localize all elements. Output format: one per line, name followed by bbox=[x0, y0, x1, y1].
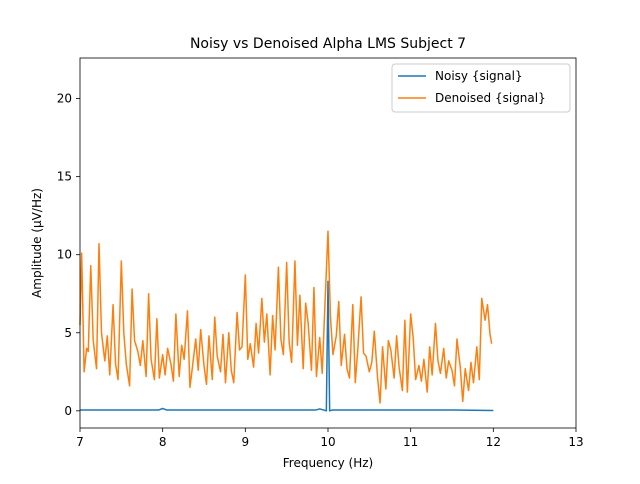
chart-title: Noisy vs Denoised Alpha LMS Subject 7 bbox=[190, 36, 466, 52]
legend: Noisy {signal} Denoised {signal} bbox=[391, 63, 571, 113]
legend-label-noisy: Noisy {signal} bbox=[435, 69, 523, 83]
legend-frame bbox=[391, 63, 571, 113]
y-tick-label: 10 bbox=[57, 248, 72, 262]
x-tick-label: 13 bbox=[568, 435, 583, 449]
series-line-denoised bbox=[79, 230, 493, 404]
series-layer bbox=[79, 230, 494, 412]
y-tick-label: 15 bbox=[57, 170, 72, 184]
y-axis-ticks: 0 5 10 15 20 bbox=[57, 92, 80, 418]
x-tick-label: 7 bbox=[76, 435, 84, 449]
y-tick-label: 20 bbox=[57, 92, 72, 106]
legend-label-denoised: Denoised {signal} bbox=[435, 91, 546, 105]
x-axis-ticks: 7 8 9 10 11 12 13 bbox=[76, 428, 584, 449]
series-line-noisy bbox=[80, 280, 494, 412]
y-tick-label: 0 bbox=[64, 404, 72, 418]
y-axis-label: Amplitude (μV/Hz) bbox=[30, 188, 44, 298]
x-tick-label: 8 bbox=[159, 435, 167, 449]
x-tick-label: 10 bbox=[320, 435, 335, 449]
x-tick-label: 9 bbox=[242, 435, 250, 449]
x-tick-label: 11 bbox=[403, 435, 418, 449]
x-tick-label: 12 bbox=[486, 435, 501, 449]
x-axis-label: Frequency (Hz) bbox=[283, 456, 374, 470]
y-tick-label: 5 bbox=[64, 326, 72, 340]
